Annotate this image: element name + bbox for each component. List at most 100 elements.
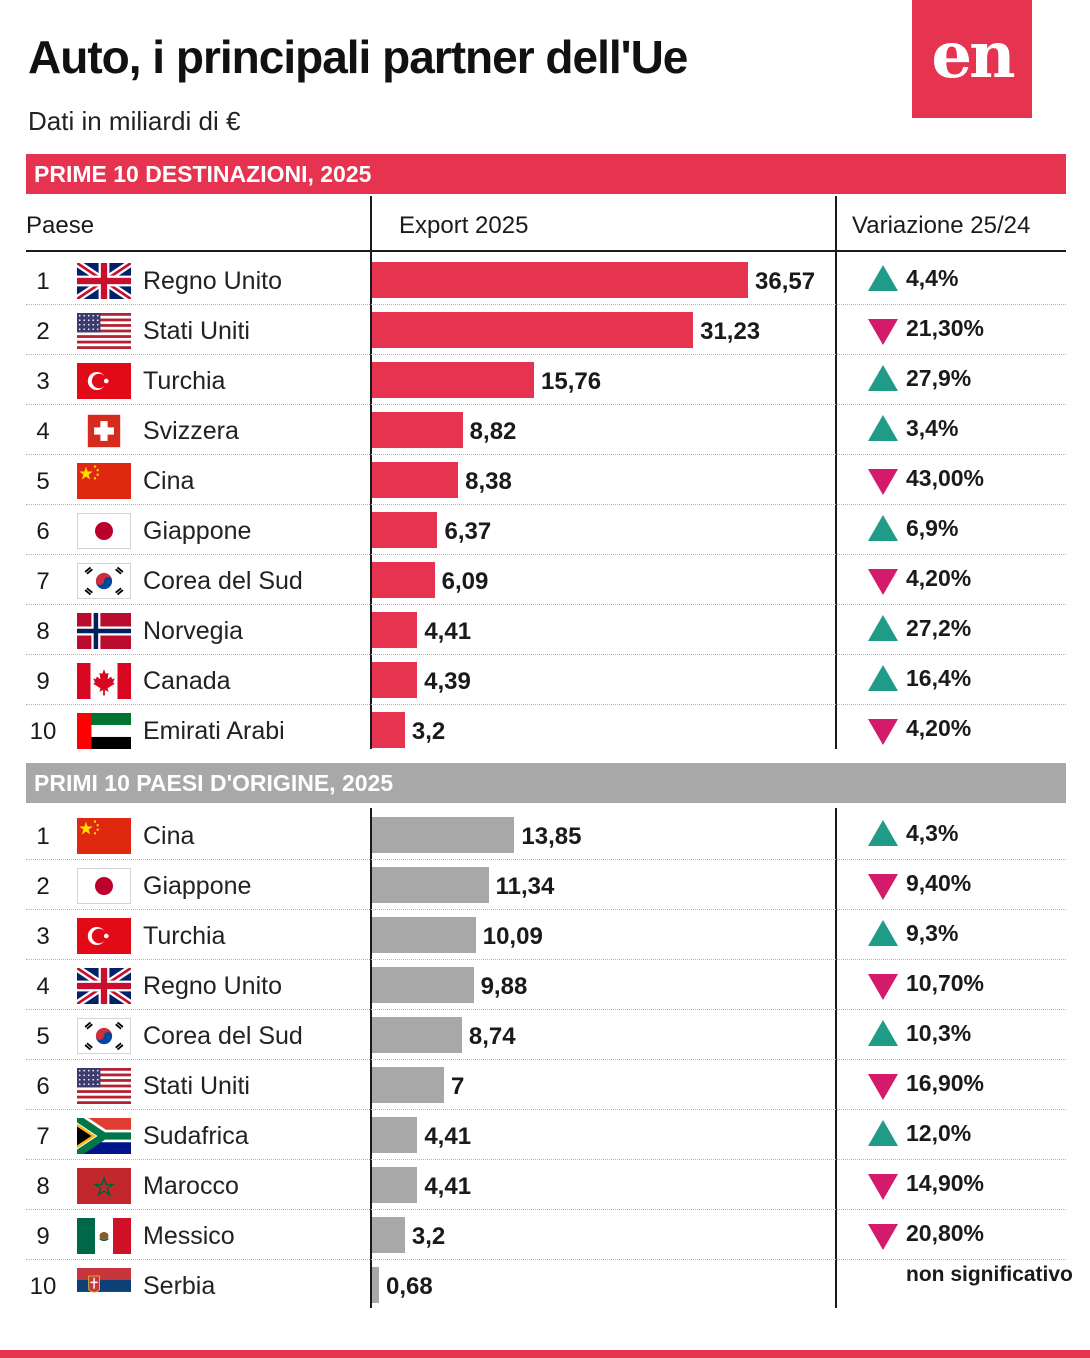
country-label: Emirati Arabi	[143, 717, 285, 745]
rank-label: 7	[36, 1123, 50, 1150]
value-bar	[372, 612, 418, 648]
canada-flag-icon	[77, 663, 131, 699]
trend-down-icon	[868, 1074, 898, 1100]
table-row: 9 Canada 4,39 16,4%	[26, 655, 1066, 705]
value-bar	[372, 917, 476, 953]
chart-subtitle: Dati in miliardi di €	[28, 106, 241, 136]
trend-down-icon	[868, 719, 898, 745]
rank-label: 9	[36, 668, 50, 695]
rank-label: 3	[36, 923, 50, 950]
country-label: Canada	[143, 667, 231, 695]
trend-up-icon	[868, 920, 898, 946]
trend-up-icon	[868, 615, 898, 641]
rank-label: 8	[36, 1173, 50, 1200]
trend-up-icon	[868, 515, 898, 541]
table-row: 5 Cina 8,38 43,00%	[26, 455, 1066, 505]
value-bar	[372, 817, 515, 853]
table-row: 5 Corea del Sud 8,74 10,3%	[26, 1010, 1066, 1060]
row-separator	[26, 304, 1066, 305]
south-korea-flag-icon	[77, 563, 131, 599]
change-label: 9,40%	[906, 870, 972, 896]
row-separator	[26, 859, 1066, 860]
rank-label: 2	[36, 873, 50, 900]
rank-label: 3	[36, 368, 50, 395]
rank-label: 7	[36, 568, 50, 595]
value-label: 8,74	[468, 1023, 516, 1050]
chart-title: Auto, i principali partner dell'Ue	[28, 31, 688, 83]
south-africa-flag-icon	[77, 1118, 131, 1154]
morocco-flag-icon	[77, 1168, 131, 1204]
uae-flag-icon	[77, 713, 131, 749]
turkey-flag-icon	[77, 918, 131, 954]
value-bar	[372, 462, 459, 498]
rank-label: 6	[36, 1073, 50, 1100]
rank-label: 1	[36, 268, 50, 295]
trend-down-icon	[868, 569, 898, 595]
turkey-flag-icon	[77, 363, 131, 399]
change-label: 20,80%	[906, 1220, 985, 1246]
change-label: 9,3%	[906, 920, 959, 946]
trend-up-icon	[868, 1020, 898, 1046]
value-label: 11,34	[495, 873, 555, 900]
country-label: Giappone	[143, 872, 252, 900]
value-label: 9,88	[480, 973, 528, 1000]
serbia-flag-icon	[77, 1268, 131, 1304]
country-label: Giappone	[143, 517, 252, 545]
table-row: 6 Giappone 6,37 6,9%	[26, 505, 1066, 555]
rank-label: 6	[36, 518, 50, 545]
row-separator	[26, 704, 1066, 705]
row-separator	[26, 354, 1066, 355]
value-bar	[372, 512, 438, 548]
country-label: Serbia	[143, 1272, 216, 1300]
table-row: 1 Regno Unito 36,57 4,4%	[26, 255, 1066, 305]
change-label: 4,4%	[906, 265, 959, 291]
column-divider	[370, 196, 372, 749]
change-label: 43,00%	[906, 465, 985, 491]
table-row: 8 Marocco 4,41 14,90%	[26, 1160, 1066, 1210]
footer-bar	[0, 1350, 1090, 1358]
change-label: 10,3%	[906, 1020, 972, 1046]
rank-label: 9	[36, 1223, 50, 1250]
row-separator	[26, 1159, 1066, 1160]
value-bar	[372, 967, 474, 1003]
value-bar	[372, 562, 435, 598]
us-flag-icon	[77, 1068, 131, 1104]
trend-down-icon	[868, 874, 898, 900]
rank-label: 4	[36, 418, 50, 445]
country-label: Regno Unito	[143, 972, 282, 1000]
trend-up-icon	[868, 415, 898, 441]
value-bar	[372, 1167, 418, 1203]
row-separator	[26, 1109, 1066, 1110]
value-label: 4,41	[424, 618, 472, 645]
rank-label: 4	[36, 973, 50, 1000]
change-label: 16,90%	[906, 1070, 985, 1096]
table-row: 4 Regno Unito 9,88 10,70%	[26, 960, 1066, 1010]
change-label: 16,4%	[906, 665, 972, 691]
china-flag-icon	[77, 463, 131, 499]
row-separator	[26, 959, 1066, 960]
row-separator	[26, 404, 1066, 405]
table-row: 8 Norvegia 4,41 27,2%	[26, 605, 1066, 655]
value-bar	[372, 712, 405, 748]
value-label: 0,68	[385, 1273, 433, 1300]
column-header-change: Variazione 25/24	[852, 212, 1031, 239]
south-korea-flag-icon	[77, 1018, 131, 1054]
change-label: 12,0%	[906, 1120, 972, 1146]
table-row: 10 Serbia 0,68 non significativo	[26, 1260, 1073, 1310]
brand-logo: en	[912, 0, 1032, 118]
row-separator	[26, 454, 1066, 455]
trend-down-icon	[868, 319, 898, 345]
country-label: Regno Unito	[143, 267, 282, 295]
column-header-export: Export 2025	[399, 212, 529, 239]
value-bar	[372, 1117, 418, 1153]
row-separator	[26, 1059, 1066, 1060]
country-label: Cina	[143, 467, 195, 495]
row-separator	[26, 909, 1066, 910]
row-separator	[26, 1259, 1066, 1260]
switzerland-flag-icon	[77, 413, 131, 449]
table-row: 1 Cina 13,85 4,3%	[26, 810, 1066, 860]
row-separator	[26, 1009, 1066, 1010]
value-bar	[372, 362, 535, 398]
table-row: 10 Emirati Arabi 3,2 4,20%	[26, 705, 1066, 755]
japan-flag-icon	[77, 513, 131, 549]
